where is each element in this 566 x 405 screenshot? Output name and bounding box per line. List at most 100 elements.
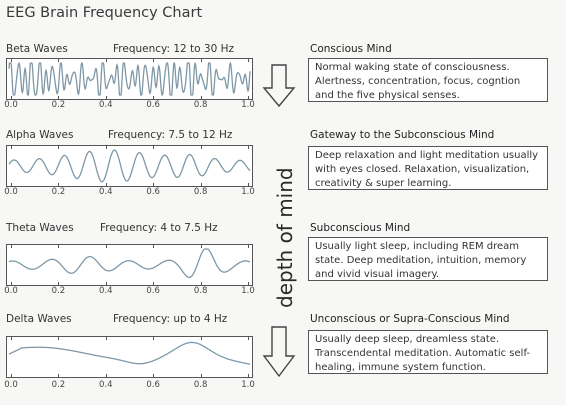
tick-mark [248,245,249,248]
alpha-wave-svg [8,149,251,183]
delta-wave-svg [8,341,251,365]
tick-mark [248,146,249,149]
conscious-mind-description: Normal waking state of consciousness. Al… [308,58,548,102]
tick-mark [200,183,202,186]
delta-wave-name: Delta Waves [6,313,72,325]
tick-label: 0.6 [146,380,160,390]
beta-waveform [8,61,251,96]
alpha-waveform [8,149,251,183]
tick-mark [200,245,202,248]
tick-mark [58,96,60,99]
tick-mark [200,337,202,340]
tick-mark [248,96,249,99]
tick-mark [105,183,107,186]
tick-mark [58,183,60,186]
tick-mark [153,59,155,62]
tick-mark [58,146,60,149]
tick-label: 0.6 [146,187,160,197]
tick-mark [153,96,155,99]
delta-wave-plot [6,336,253,378]
delta-frequency: Frequency: up to 4 Hz [113,313,228,325]
tick-label: 0.2 [51,187,66,197]
subconscious-mind-title: Subconscious Mind [310,222,411,234]
tick-label: 0.8 [193,286,208,296]
theta-wave-name: Theta Waves [6,222,74,234]
alpha-wave-name: Alpha Waves [6,129,74,141]
tick-label: 0.6 [146,286,160,296]
tick-label: 0.4 [99,100,113,110]
tick-label: 0.2 [51,286,66,296]
tick-mark [11,282,12,285]
tick-mark [105,374,107,377]
tick-label: 0.0 [4,100,18,110]
tick-mark [11,96,12,99]
tick-mark [153,183,155,186]
conscious-mind-title: Conscious Mind [310,43,392,55]
down-arrow-icon [262,326,296,378]
tick-label: 0.4 [99,187,113,197]
subconscious-mind-description: Usually light sleep, including REM dream… [308,237,548,281]
tick-mark [248,374,249,377]
tick-label: 1.0 [241,187,255,197]
tick-mark [58,59,60,62]
tick-label: 0.8 [193,100,208,110]
tick-mark [105,245,107,248]
tick-mark [58,245,60,248]
beta-frequency: Frequency: 12 to 30 Hz [113,43,235,55]
alpha-tick-labels: 0.0 0.2 0.4 0.6 0.8 1.0 [4,187,255,199]
theta-waveform [8,248,251,279]
tick-label: 0.4 [99,286,113,296]
tick-label: 0.0 [4,286,18,296]
tick-mark [58,337,60,340]
alpha-wave-plot [6,145,253,187]
tick-mark [11,183,12,186]
tick-label: 1.0 [241,380,255,390]
tick-mark [58,374,60,377]
tick-mark [153,374,155,377]
tick-mark [58,282,60,285]
tick-mark [105,282,107,285]
tick-mark [200,96,202,99]
tick-label: 0.8 [193,380,208,390]
tick-mark [11,374,12,377]
tick-mark [11,337,12,340]
gateway-mind-description: Deep relaxation and light meditation usu… [308,146,548,190]
tick-label: 0.2 [51,380,66,390]
beta-tick-labels: 0.0 0.2 0.4 0.6 0.8 1.0 [4,100,255,112]
chart-title: EEG Brain Frequency Chart [6,5,203,21]
tick-mark [200,59,202,62]
tick-label: 0.8 [193,187,208,197]
beta-wave-name: Beta Waves [6,43,68,55]
theta-wave-plot [6,244,253,286]
delta-waveform [8,341,251,365]
tick-mark [11,146,12,149]
theta-tick-labels: 0.0 0.2 0.4 0.6 0.8 1.0 [4,286,255,298]
tick-label: 0.2 [51,100,66,110]
tick-mark [153,337,155,340]
alpha-frequency: Frequency: 7.5 to 12 Hz [108,129,233,141]
tick-mark [105,59,107,62]
beta-wave-svg [8,61,251,96]
theta-frequency: Frequency: 4 to 7.5 Hz [100,222,218,234]
unconscious-mind-description: Usually deep sleep, dreamless state. Tra… [308,330,548,374]
tick-mark [11,59,12,62]
tick-label: 0.0 [4,187,18,197]
delta-tick-labels: 0.0 0.2 0.4 0.6 0.8 1.0 [4,380,255,392]
tick-mark [248,337,249,340]
unconscious-mind-title: Unconscious or Supra-Conscious Mind [310,313,510,325]
tick-label: 0.0 [4,380,18,390]
tick-mark [153,146,155,149]
theta-wave-svg [8,248,251,279]
tick-mark [105,337,107,340]
tick-mark [248,282,249,285]
tick-mark [248,59,249,62]
tick-mark [153,282,155,285]
beta-wave-plot [6,58,253,100]
tick-mark [105,96,107,99]
tick-label: 1.0 [241,286,255,296]
tick-mark [248,183,249,186]
tick-mark [153,245,155,248]
tick-label: 0.4 [99,380,113,390]
tick-label: 1.0 [241,100,255,110]
tick-mark [105,146,107,149]
